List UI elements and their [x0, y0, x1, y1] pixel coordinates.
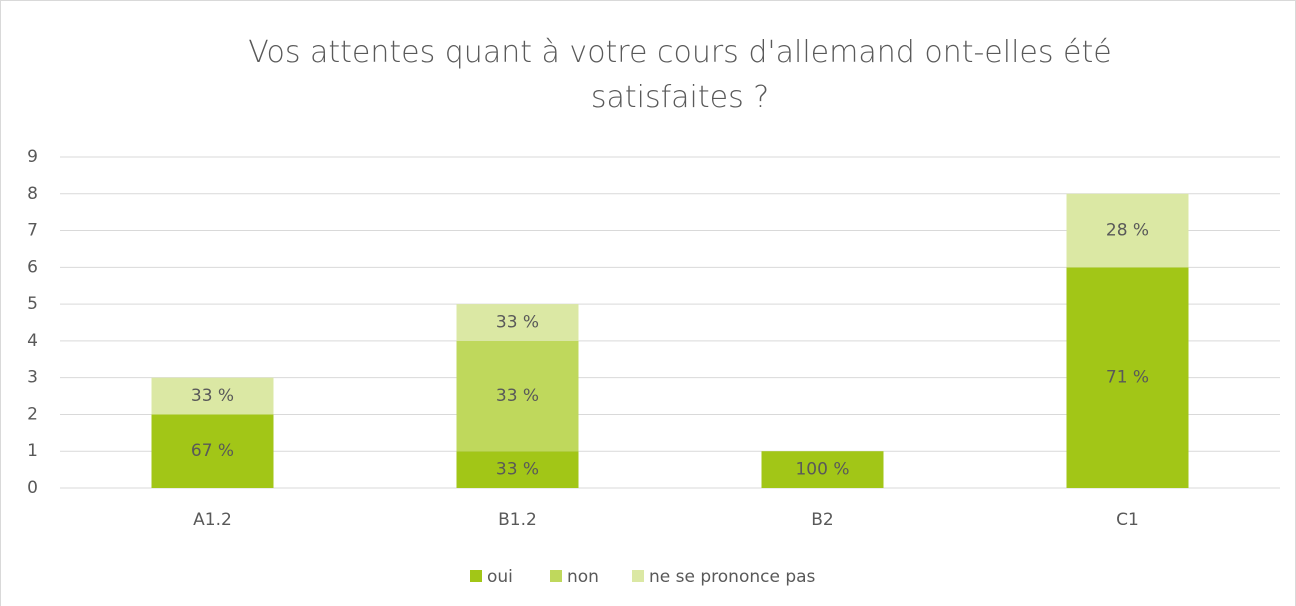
bar-segment [1066, 193, 1189, 268]
x-tick-label: B1.2 [498, 510, 537, 530]
y-tick-label: 7 [27, 221, 38, 241]
data-label: 67 % [191, 441, 234, 461]
data-label: 100 % [795, 460, 849, 480]
x-tick-label: B2 [811, 510, 833, 530]
y-tick-label: 5 [27, 294, 38, 314]
bar-segment [151, 414, 274, 488]
legend-label: ne se prononce pas [649, 567, 816, 587]
y-tick-label: 2 [27, 404, 38, 424]
bar-segment [456, 451, 579, 488]
chart-title: Vos attentes quant à votre cours d'allem… [248, 35, 1112, 115]
y-tick-label: 3 [27, 368, 38, 388]
y-tick-label: 8 [27, 184, 38, 204]
bar-segment [1066, 267, 1189, 488]
legend-swatch [632, 570, 644, 582]
y-tick-label: 9 [27, 147, 38, 167]
data-label: 33 % [191, 386, 234, 406]
data-label: 28 % [1106, 221, 1149, 241]
bar-segment [761, 451, 884, 488]
legend-swatch [550, 570, 562, 582]
y-tick-label: 0 [27, 478, 38, 498]
data-label: 71 % [1106, 368, 1149, 388]
y-tick-label: 6 [27, 257, 38, 277]
y-tick-label: 1 [27, 441, 38, 461]
legend-label: oui [487, 567, 513, 587]
y-tick-label: 4 [27, 331, 38, 351]
bar-segment [456, 304, 579, 341]
data-label: 33 % [496, 313, 539, 333]
data-label: 33 % [496, 386, 539, 406]
bar-segment [151, 377, 274, 415]
x-tick-label: C1 [1116, 510, 1139, 530]
legend-swatch [470, 570, 482, 582]
data-label: 33 % [496, 460, 539, 480]
x-tick-label: A1.2 [193, 510, 232, 530]
bar-segment [456, 340, 579, 452]
legend-label: non [567, 567, 599, 587]
